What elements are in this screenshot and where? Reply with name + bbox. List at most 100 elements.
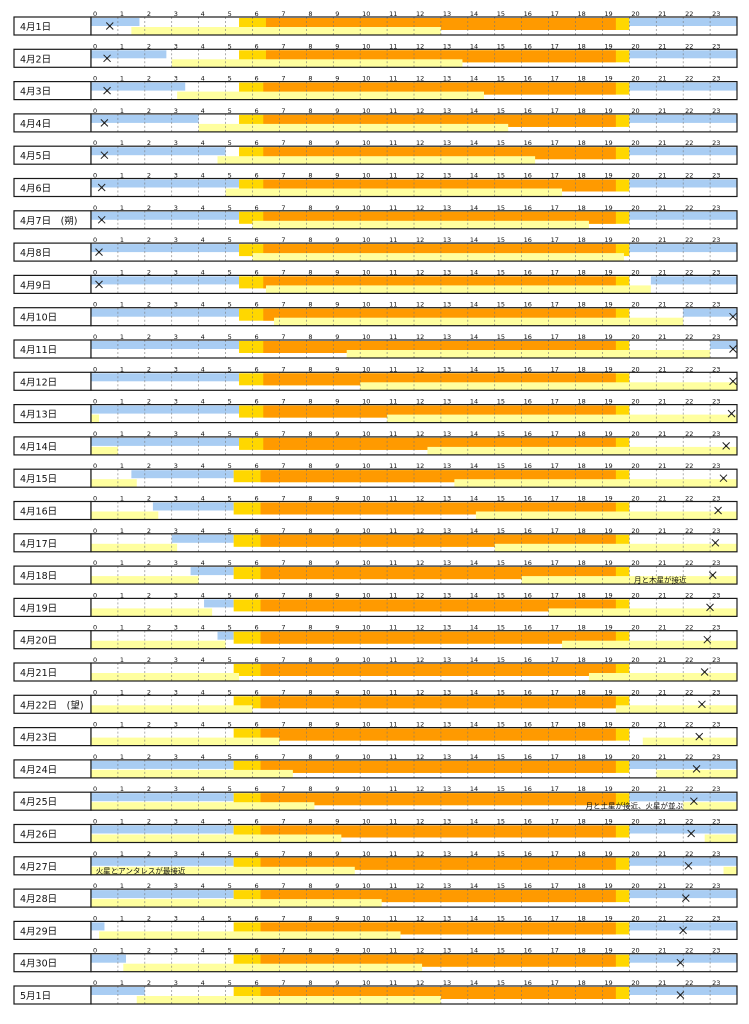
hour-tick-label: 11 — [389, 818, 397, 826]
hour-tick-label: 16 — [524, 495, 532, 503]
hour-tick-label: 16 — [524, 10, 532, 18]
hour-tick-label: 15 — [497, 75, 505, 83]
hour-tick-label: 20 — [631, 268, 639, 276]
moon-position-dot — [97, 283, 101, 286]
hour-tick-label: 21 — [658, 818, 666, 826]
moon-position-dot — [714, 541, 717, 544]
hour-tick-label: 2 — [147, 10, 151, 18]
hour-tick-label: 20 — [631, 785, 639, 793]
hour-tick-label: 17 — [551, 333, 559, 341]
hour-tick-label: 4 — [201, 591, 205, 599]
hour-tick-label: 9 — [335, 495, 339, 503]
day-row: 0 1 2 3 4 5 6 7 8 9 10 11 12 13 14 15 16 17 18 19 20 21 22 234月… — [13, 656, 738, 682]
hour-tick-label: 14 — [470, 301, 478, 309]
moon-visible-bar — [171, 59, 463, 68]
hour-tick-label: 17 — [551, 721, 559, 729]
moon-visible-bar — [387, 414, 737, 423]
hour-tick-label: 22 — [685, 430, 693, 438]
night-bar-morning — [190, 567, 234, 576]
hour-tick-label: 13 — [443, 947, 451, 955]
hour-tick-label: 23 — [712, 236, 720, 244]
moon-position-dot — [730, 412, 733, 415]
hour-tick-label: 0 — [93, 301, 97, 309]
hour-tick-label: 8 — [308, 850, 312, 858]
hour-tick-label: 17 — [551, 591, 559, 599]
hour-tick-label: 0 — [93, 139, 97, 147]
hour-tick-label: 3 — [174, 688, 178, 696]
moon-position-icon — [105, 22, 114, 30]
hour-tick-label: 7 — [281, 462, 285, 470]
hour-tick-label: 4 — [201, 462, 205, 470]
moon-position-icon — [676, 958, 685, 967]
hour-tick-label: 7 — [281, 495, 285, 503]
hour-tick-label: 7 — [281, 172, 285, 180]
hour-tick-label: 16 — [524, 624, 532, 632]
hour-tick-label: 23 — [712, 301, 720, 309]
hour-tick-label: 11 — [389, 656, 397, 664]
hour-tick-label: 10 — [362, 850, 370, 858]
moon-position-dot — [731, 315, 735, 318]
day-row: 0 1 2 3 4 5 6 7 8 9 10 11 12 13 14 15 16 17 18 19 20 21 22 234月… — [13, 430, 738, 456]
hour-tick-label: 11 — [389, 139, 397, 147]
plot-border — [90, 468, 738, 488]
hour-tick-label: 9 — [335, 914, 339, 922]
hour-tick-label: 15 — [497, 365, 505, 373]
night-bar-morning — [91, 922, 105, 931]
hour-tick-label: 7 — [281, 882, 285, 890]
moon-visible-bar — [131, 27, 441, 35]
hour-tick-label: 17 — [551, 365, 559, 373]
hour-tick-label: 19 — [604, 365, 612, 373]
night-bar-morning — [91, 954, 126, 963]
hour-tick-label: 15 — [497, 10, 505, 18]
hour-tick-label: 11 — [389, 914, 397, 922]
hour-tick-label: 2 — [147, 559, 151, 567]
hour-tick-label: 19 — [604, 850, 612, 858]
moon-position-icon — [97, 215, 106, 224]
hour-tick-label: 2 — [147, 721, 151, 729]
hour-tick-label: 15 — [497, 398, 505, 406]
hour-tick-label: 10 — [362, 204, 370, 212]
hour-tick-label: 12 — [416, 527, 424, 535]
hour-tick-label: 7 — [281, 947, 285, 955]
hour-tick-label: 12 — [416, 398, 424, 406]
moon-visible-bar — [346, 350, 711, 358]
hour-tick-label: 19 — [604, 721, 612, 729]
hour-tick-label: 19 — [604, 753, 612, 761]
hour-tick-label: 10 — [362, 721, 370, 729]
hour-tick-label: 10 — [362, 656, 370, 664]
plot-border — [90, 500, 738, 521]
hour-tick-label: 20 — [631, 430, 639, 438]
hour-tick-label: 18 — [578, 172, 586, 180]
hour-tick-label: 16 — [524, 430, 532, 438]
moon-position-dot — [731, 380, 735, 383]
hour-tick-label: 15 — [497, 559, 505, 567]
plot-border — [90, 371, 738, 391]
moon-position-icon — [97, 183, 106, 192]
hour-tick-label: 19 — [604, 882, 612, 890]
hour-tick-label: 16 — [524, 107, 532, 115]
hour-tick-label: 16 — [524, 882, 532, 890]
daylight-bar — [260, 664, 616, 676]
hour-tick-label: 11 — [389, 301, 397, 309]
hour-tick-label: 0 — [93, 462, 97, 470]
hour-tick-label: 11 — [389, 785, 397, 793]
hour-tick-label: 14 — [470, 495, 478, 503]
plot-border — [90, 823, 738, 844]
hour-tick-label: 15 — [497, 818, 505, 826]
date-label: 4月11日 — [20, 345, 57, 356]
hour-tick-label: 18 — [578, 882, 586, 890]
moon-position-icon — [103, 54, 111, 63]
hour-tick-label: 8 — [308, 721, 312, 729]
hour-tick-label: 22 — [685, 10, 693, 18]
hour-tick-label: 13 — [443, 850, 451, 858]
hour-tick-label: 20 — [631, 850, 639, 858]
hour-tick-label: 14 — [470, 914, 478, 922]
hour-tick-label: 3 — [174, 947, 178, 955]
hour-tick-label: 8 — [308, 204, 312, 212]
hour-tick-label: 14 — [470, 172, 478, 180]
hour-tick-label: 19 — [604, 979, 612, 987]
hour-tick-label: 14 — [470, 365, 478, 373]
hour-tick-label: 12 — [416, 204, 424, 212]
moon-position-dot — [679, 993, 682, 997]
hour-tick-label: 2 — [147, 656, 151, 664]
